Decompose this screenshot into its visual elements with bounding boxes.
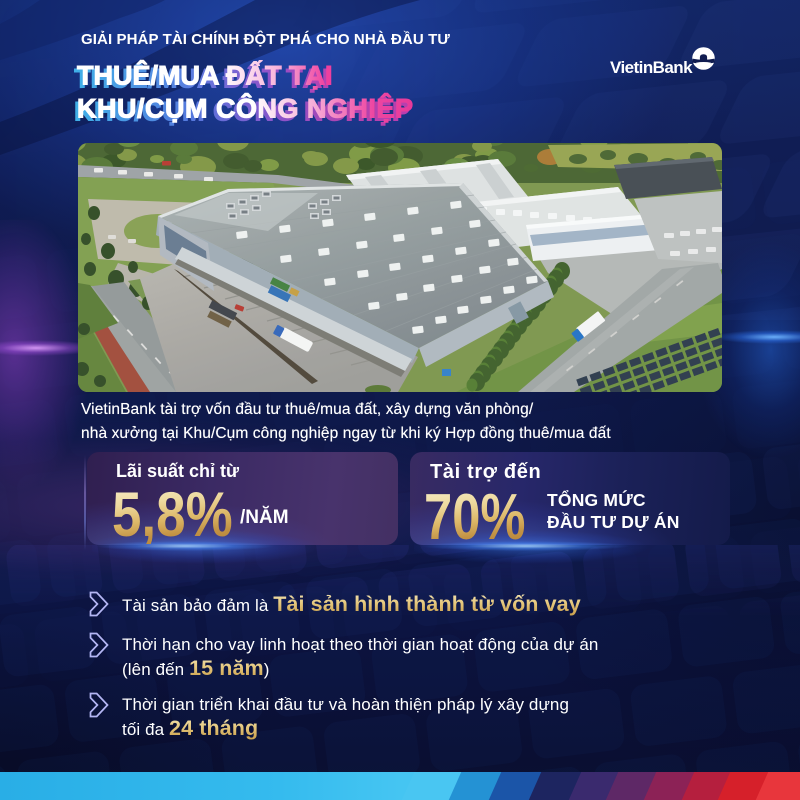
svg-text:THUÊ/MUA ĐẤT TẠI: THUÊ/MUA ĐẤT TẠI (74, 63, 329, 94)
svg-text:KHU/CỤM CÔNG NGHIỆP: KHU/CỤM CÔNG NGHIỆP (74, 96, 411, 127)
svg-text:THUÊ/MUA ĐẤT TẠI: THUÊ/MUA ĐẤT TẠI (77, 60, 332, 91)
svg-text:KHU/CỤM CÔNG NGHIỆP: KHU/CỤM CÔNG NGHIỆP (77, 93, 414, 124)
